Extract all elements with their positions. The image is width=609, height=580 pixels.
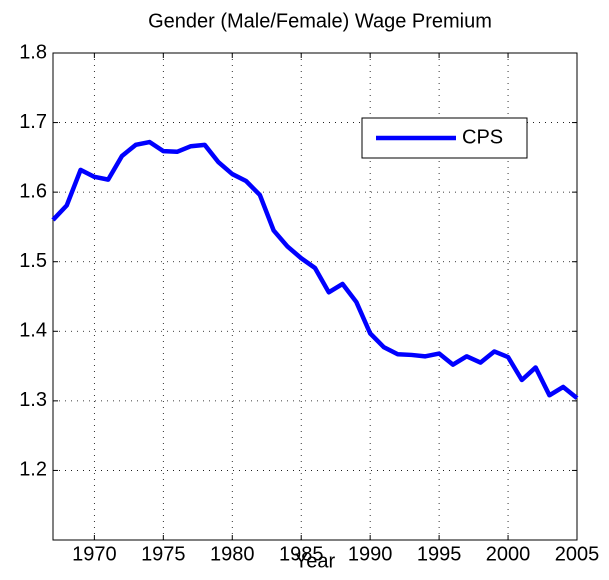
y-tick-label: 1.6 xyxy=(19,180,47,202)
x-tick-label: 1990 xyxy=(348,543,393,565)
y-tick-label: 1.7 xyxy=(19,111,47,133)
y-tick-label: 1.4 xyxy=(19,320,47,342)
x-tick-label: 2000 xyxy=(486,543,531,565)
x-axis-label: Year xyxy=(295,550,336,572)
x-tick-label: 1975 xyxy=(141,543,186,565)
x-tick-label: 1970 xyxy=(72,543,117,565)
y-tick-label: 1.2 xyxy=(19,459,47,481)
data-line xyxy=(51,139,579,400)
x-tick-label: 1980 xyxy=(210,543,255,565)
x-tick-label: 1995 xyxy=(417,543,462,565)
x-tick-label: 2005 xyxy=(555,543,600,565)
legend-label: CPS xyxy=(462,126,503,148)
y-tick-label: 1.8 xyxy=(19,41,47,63)
y-tick-label: 1.5 xyxy=(19,250,47,272)
plot-frame xyxy=(52,52,578,541)
x-tick-label: 1985 xyxy=(279,543,324,565)
chart-title: Gender (Male/Female) Wage Premium xyxy=(148,10,492,32)
y-tick-label: 1.3 xyxy=(19,389,47,411)
